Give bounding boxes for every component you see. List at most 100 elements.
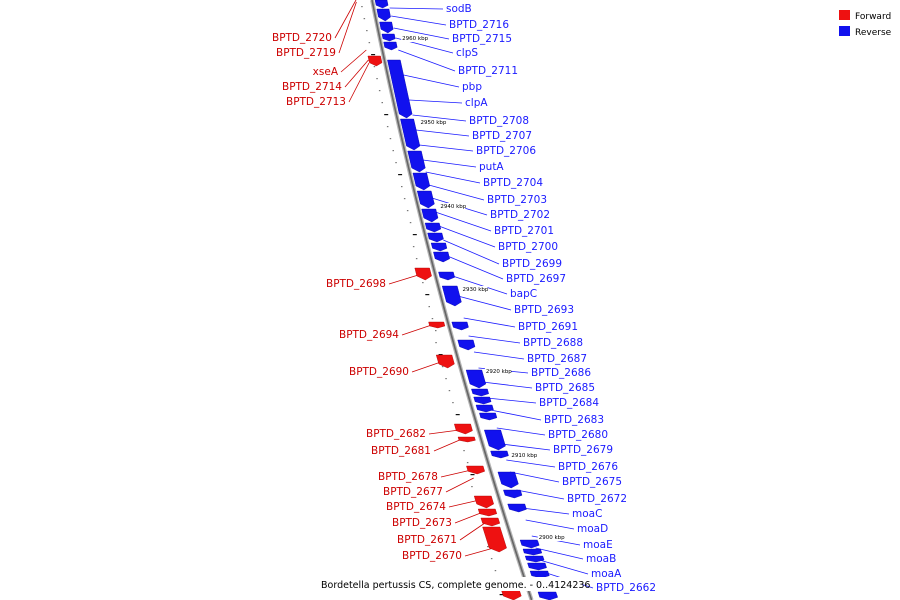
- reverse-gene-label[interactable]: BPTD_2684: [539, 397, 599, 409]
- reverse-gene-label[interactable]: BPTD_2688: [523, 337, 583, 349]
- reverse-connector: [428, 184, 485, 201]
- reverse-gene-label[interactable]: BPTD_2702: [490, 209, 550, 221]
- forward-gene-label[interactable]: BPTD_2682: [366, 428, 426, 440]
- reverse-gene-block: [522, 548, 543, 556]
- reverse-gene-label[interactable]: BPTD_2711: [458, 65, 518, 77]
- reverse-gene-block: [379, 21, 394, 34]
- forward-gene-label[interactable]: BPTD_2714: [282, 81, 342, 93]
- reverse-gene-label[interactable]: sodB: [446, 3, 472, 15]
- reverse-gene-label[interactable]: BPTD_2683: [544, 414, 604, 426]
- reverse-connector: [539, 559, 589, 575]
- reverse-gene-label[interactable]: BPTD_2699: [502, 258, 562, 270]
- forward-gene-label[interactable]: BPTD_2681: [371, 445, 431, 457]
- forward-gene-label[interactable]: BPTD_2677: [383, 486, 443, 498]
- reverse-gene-label[interactable]: putA: [479, 161, 504, 173]
- reverse-gene-block: [430, 242, 448, 252]
- forward-gene-label[interactable]: BPTD_2698: [326, 278, 386, 290]
- forward-gene-label[interactable]: BPTD_2719: [276, 47, 336, 59]
- reverse-gene-label[interactable]: BPTD_2701: [494, 225, 554, 237]
- reverse-gene-label[interactable]: BPTD_2706: [476, 145, 536, 157]
- reverse-gene-label[interactable]: BPTD_2686: [531, 367, 591, 379]
- reverse-gene-label[interactable]: BPTD_2691: [518, 321, 578, 333]
- reverse-gene-label[interactable]: BPTD_2687: [527, 353, 587, 365]
- reverse-gene-label[interactable]: BPTD_2704: [483, 177, 543, 189]
- legend-forward-swatch: [839, 10, 850, 20]
- reverse-gene-label[interactable]: BPTD_2672: [567, 493, 627, 505]
- reverse-gene-label[interactable]: clpA: [465, 97, 488, 109]
- forward-connector: [401, 324, 432, 336]
- reverse-gene-label[interactable]: BPTD_2716: [449, 19, 509, 31]
- forward-gene-label[interactable]: BPTD_2720: [272, 32, 332, 44]
- forward-gene-label[interactable]: BPTD_2690: [349, 366, 409, 378]
- forward-gene-label[interactable]: BPTD_2673: [392, 517, 452, 529]
- reverse-gene-label[interactable]: BPTD_2703: [487, 194, 547, 206]
- gc-tick: [378, 90, 381, 92]
- gc-tick: [412, 234, 417, 236]
- reverse-gene-block: [427, 232, 444, 243]
- gc-tick: [441, 366, 444, 368]
- reverse-gene-block: [503, 489, 523, 499]
- reverse-connector: [521, 507, 570, 515]
- reverse-gene-label[interactable]: pbp: [462, 81, 482, 93]
- reverse-gene-label[interactable]: moaE: [583, 539, 613, 551]
- reverse-gene-label[interactable]: BPTD_2715: [452, 33, 512, 45]
- forward-gene-label[interactable]: BPTD_2671: [397, 534, 457, 546]
- reverse-gene-label[interactable]: moaA: [591, 568, 622, 580]
- reverse-gene-label[interactable]: BPTD_2707: [472, 130, 532, 142]
- forward-connector: [411, 361, 441, 373]
- forward-gene-label[interactable]: BPTD_2674: [386, 501, 446, 513]
- reverse-gene-label[interactable]: clpS: [456, 47, 478, 59]
- reverse-gene-label[interactable]: BPTD_2700: [498, 241, 558, 253]
- reverse-gene-label[interactable]: BPTD_2697: [506, 273, 566, 285]
- forward-gene-block: [367, 55, 383, 67]
- reverse-gene-block: [497, 471, 519, 489]
- forward-gene-block: [454, 423, 473, 435]
- gc-tick: [470, 474, 475, 476]
- forward-gene-block: [477, 508, 498, 517]
- forward-connector: [334, 0, 357, 39]
- reverse-gene-label[interactable]: BPTD_2708: [469, 115, 529, 127]
- reverse-gene-label[interactable]: BPTD_2680: [548, 429, 608, 441]
- reverse-connector: [468, 335, 521, 344]
- reverse-gene-label[interactable]: moaC: [572, 508, 602, 520]
- reverse-gene-block: [451, 321, 469, 331]
- reverse-gene-label[interactable]: BPTD_2662: [596, 582, 656, 594]
- forward-gene-block: [435, 354, 455, 369]
- gc-tick: [422, 282, 424, 284]
- reverse-gene-label[interactable]: BPTD_2693: [514, 304, 574, 316]
- gc-tick: [412, 246, 415, 248]
- reverse-gene-block: [457, 339, 476, 351]
- reverse-connector: [435, 211, 492, 232]
- forward-gene-label[interactable]: BPTD_2713: [286, 96, 346, 108]
- forward-gene-block: [473, 495, 494, 509]
- gc-tick: [403, 198, 406, 200]
- reverse-gene-block: [475, 404, 494, 413]
- forward-gene-label[interactable]: xseA: [313, 66, 339, 78]
- reverse-gene-block: [400, 118, 421, 151]
- reverse-gene-label[interactable]: BPTD_2685: [535, 382, 595, 394]
- reverse-gene-label[interactable]: BPTD_2676: [558, 461, 618, 473]
- reverse-gene-block: [374, 0, 389, 9]
- reverse-gene-label[interactable]: BPTD_2675: [562, 476, 622, 488]
- reverse-gene-block: [524, 555, 545, 563]
- forward-gene-block: [482, 526, 507, 553]
- forward-gene-label[interactable]: BPTD_2678: [378, 471, 438, 483]
- reverse-gene-label[interactable]: BPTD_2679: [553, 444, 613, 456]
- ruler-label: 2900 kbp: [539, 535, 565, 541]
- reverse-gene-label[interactable]: moaB: [586, 553, 616, 565]
- forward-gene-label[interactable]: BPTD_2670: [402, 550, 462, 562]
- reverse-gene-block: [421, 208, 439, 223]
- ruler-labels: 2960 kbp 2950 kbp 2940 kbp 2930 kbp 2920 kbp…: [401, 35, 565, 541]
- reverse-gene-block: [381, 33, 396, 42]
- reverse-gene-label[interactable]: moaD: [577, 523, 608, 535]
- forward-connector: [448, 499, 480, 508]
- reverse-connector: [506, 459, 556, 468]
- reverse-connector: [409, 99, 463, 104]
- connector-lines: [334, 0, 594, 589]
- forward-gene-label[interactable]: BPTD_2694: [339, 329, 399, 341]
- legend: Forward Reverse: [839, 10, 892, 38]
- ruler-label: 2920 kbp: [486, 369, 512, 375]
- reverse-connector: [490, 409, 542, 421]
- reverse-gene-label[interactable]: bapC: [510, 288, 537, 300]
